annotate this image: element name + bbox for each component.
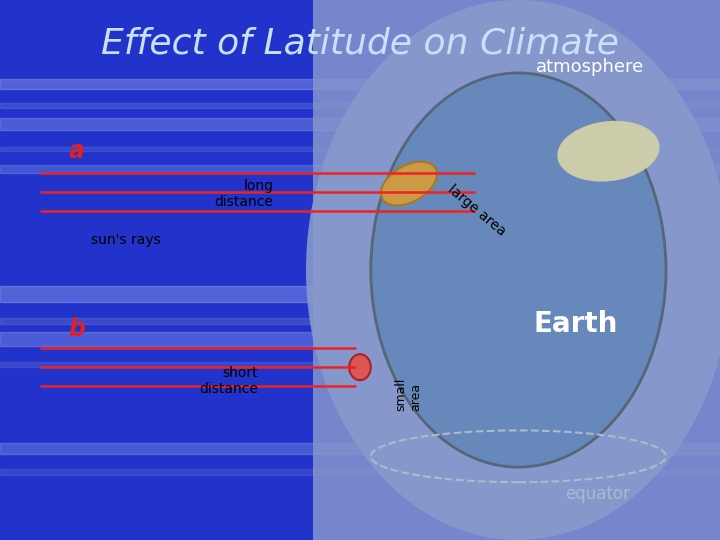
- Ellipse shape: [349, 354, 371, 380]
- Text: small
area: small area: [395, 377, 423, 411]
- Bar: [0, 318, 720, 324]
- Text: short
distance: short distance: [199, 366, 258, 396]
- Bar: [0, 469, 720, 475]
- Bar: [0, 286, 720, 302]
- Ellipse shape: [381, 161, 437, 206]
- Text: atmosphere: atmosphere: [536, 58, 644, 77]
- Text: long
distance: long distance: [215, 179, 274, 210]
- Text: Effect of Latitude on Climate: Effect of Latitude on Climate: [101, 27, 619, 61]
- Bar: [0, 362, 720, 367]
- Text: Earth: Earth: [534, 310, 618, 338]
- FancyBboxPatch shape: [313, 0, 720, 540]
- Bar: [0, 118, 720, 130]
- Text: equator: equator: [565, 485, 630, 503]
- Ellipse shape: [371, 73, 666, 467]
- Bar: [0, 147, 720, 151]
- Text: a: a: [68, 139, 84, 163]
- Bar: [0, 79, 720, 89]
- Bar: [0, 332, 720, 346]
- Ellipse shape: [306, 0, 720, 540]
- Bar: [0, 165, 720, 173]
- Bar: [0, 443, 720, 454]
- Bar: [0, 103, 720, 108]
- Text: large area: large area: [445, 183, 508, 239]
- Ellipse shape: [557, 121, 660, 181]
- Text: b: b: [68, 318, 85, 341]
- Text: sun's rays: sun's rays: [91, 233, 161, 247]
